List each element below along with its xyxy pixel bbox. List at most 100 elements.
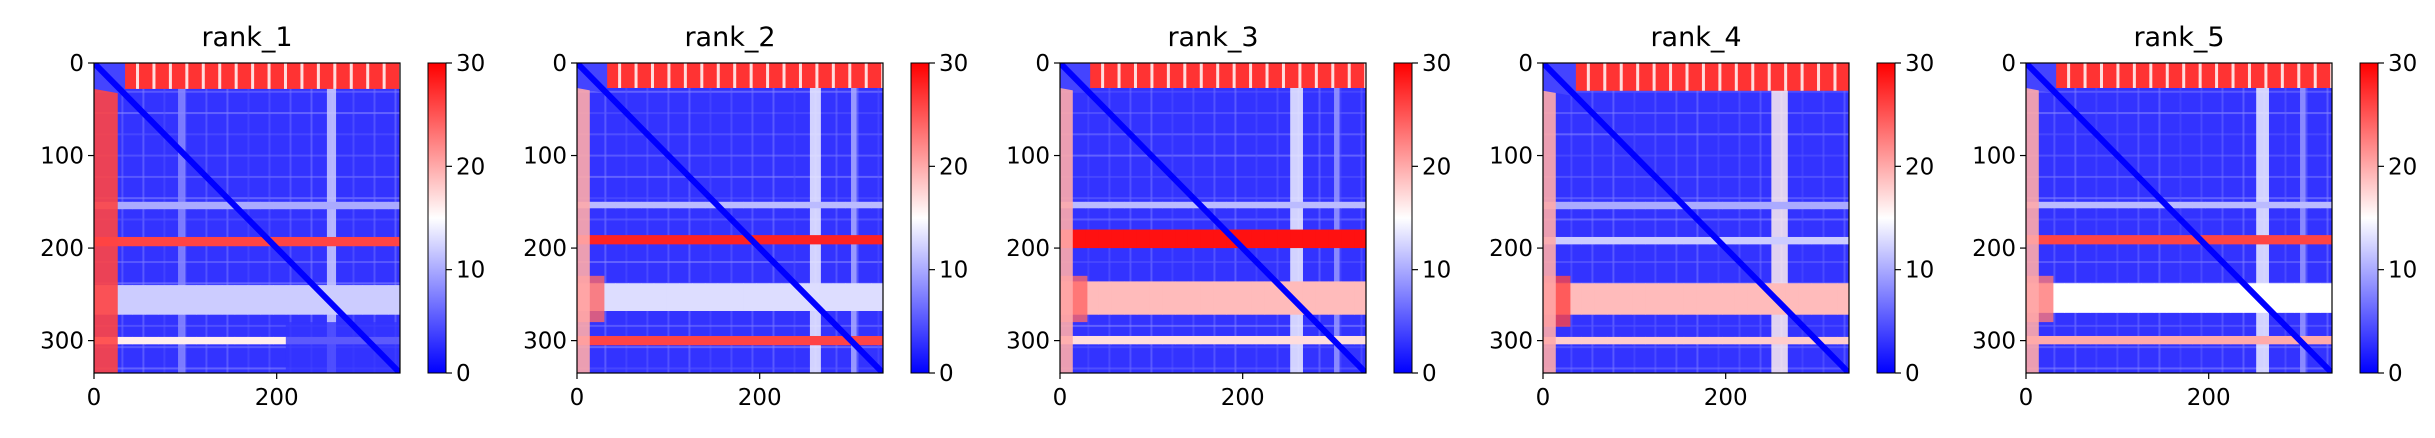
heat-row-segment (845, 283, 859, 311)
heat-row-segment (375, 285, 389, 315)
heat-row-segment (1798, 336, 1813, 345)
heat-row-segment (1709, 283, 1723, 315)
heat-row-segment (2128, 235, 2142, 245)
top-band-gap (1347, 63, 1351, 88)
heat-row-segment (1175, 229, 1189, 249)
heat-row-segment (2294, 283, 2308, 313)
texture-col (1087, 63, 1090, 373)
heat-row-segment (1328, 281, 1342, 315)
heat-row-segment (1734, 201, 1749, 210)
heat-row-segment (2307, 335, 2321, 345)
top-band-gap (1833, 63, 1837, 91)
x-tick-label: 0 (570, 385, 585, 411)
heatmap-panel-2: rank_2 0 200 0 100 200 300 0 10 20 30 (523, 22, 968, 411)
heat-row-segment (2038, 201, 2053, 209)
heat-row-segment (324, 236, 338, 247)
heat-row-segment (1606, 283, 1621, 315)
heat-row-segment (1251, 201, 1266, 209)
heat-row-segment (2217, 235, 2232, 245)
texture-row (577, 367, 883, 370)
heat-row-segment (2089, 335, 2104, 345)
axes-frame (1542, 62, 1850, 374)
texture-col (1360, 63, 1363, 373)
heat-row-segment (1354, 281, 1366, 315)
left-band (1543, 90, 1556, 373)
heat-row-segment (1302, 229, 1317, 249)
texture-col (835, 63, 838, 373)
heat-row-segment (1734, 283, 1749, 315)
texture-row (94, 261, 400, 264)
colorbar-tick-label: 10 (456, 258, 485, 284)
y-tick-label: 300 (1006, 329, 1050, 355)
heat-row-segment (234, 201, 248, 210)
top-band-gap (152, 63, 156, 89)
texture-row (2026, 112, 2332, 115)
heat-row-segment (1670, 201, 1685, 210)
heatmap-panel-3: rank_3 0 200 0 100 200 300 0 10 20 30 (1006, 22, 1451, 411)
heat-row-segment (2115, 283, 2129, 313)
texture-row (1060, 261, 1366, 264)
top-band-gap (349, 63, 353, 89)
y-tick-label: 200 (523, 236, 567, 262)
heat-row-segment (1162, 281, 1176, 315)
heat-row-segment (640, 201, 655, 209)
texture-row (1060, 90, 1366, 93)
texture-row (577, 175, 883, 178)
top-band-gap (1734, 63, 1738, 91)
heat-row-segment (1098, 281, 1112, 315)
heat-row-segment (1645, 336, 1659, 345)
y-tick-label: 100 (1489, 144, 1533, 170)
top-band-gap (1701, 63, 1705, 91)
heat-row-segment (2102, 335, 2117, 345)
heat-row-segment (1123, 201, 1138, 209)
heat-row-segment (1290, 229, 1304, 249)
heat-row-segment (858, 283, 872, 311)
heat-row-segment (2307, 201, 2321, 209)
top-band-gap (201, 63, 205, 89)
heat-row-segment (1149, 229, 1163, 249)
heat-row-segment (1683, 336, 1697, 345)
heat-row-segment (2256, 235, 2270, 245)
heat-row-segment (247, 285, 261, 315)
heat-row-segment (336, 236, 351, 247)
texture-row (94, 324, 400, 327)
heat-row-segment (845, 235, 859, 245)
heat-row-segment (1594, 336, 1608, 345)
heat-row-segment (119, 236, 133, 247)
heat-row-segment (704, 235, 719, 245)
heat-row-segment (756, 235, 770, 245)
heat-row-segment (615, 235, 629, 245)
heat-row-segment (2256, 201, 2270, 209)
heat-row-segment (1632, 336, 1646, 345)
texture-row (94, 197, 400, 200)
texture-row (94, 90, 400, 93)
texture-col (1654, 63, 1657, 373)
heat-row-segment (2141, 235, 2155, 245)
heat-row-segment (1645, 201, 1659, 210)
top-band-gap (2215, 63, 2219, 88)
heat-row-segment (717, 235, 731, 245)
heat-row-segment (2217, 335, 2232, 345)
heat-row-segment (1251, 335, 1266, 345)
heat-row-segment (1632, 201, 1646, 210)
heat-row-segment (1785, 336, 1800, 345)
heat-row-segment (2153, 335, 2168, 345)
heat-row-segment (2077, 235, 2091, 245)
texture-row (577, 324, 883, 327)
heat-row-segment (2102, 201, 2117, 209)
texture-col (1234, 63, 1237, 373)
heat-row-segment (349, 236, 364, 247)
heat-column (178, 63, 186, 373)
heat-column (2300, 63, 2306, 373)
texture-row (2026, 90, 2332, 93)
top-band-gap (2313, 63, 2317, 88)
heat-row-segment (2153, 201, 2168, 209)
y-tick-label: 0 (1035, 51, 1050, 77)
heat-row-segment (209, 285, 223, 315)
heat-row-segment (1162, 201, 1176, 209)
heat-row-segment (2115, 201, 2129, 209)
top-band-gap (1619, 63, 1623, 91)
heat-row-segment (1085, 229, 1099, 249)
heat-row-segment (349, 201, 364, 210)
heat-row-segment (602, 335, 616, 346)
